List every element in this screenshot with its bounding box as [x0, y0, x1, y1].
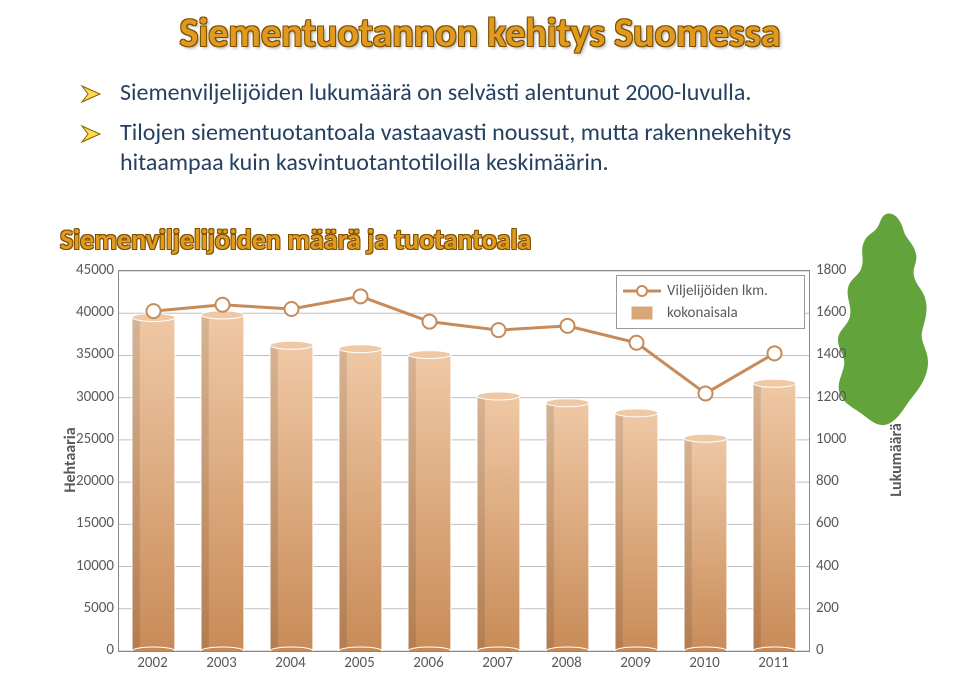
y-tick-left: 5000 [70, 599, 114, 617]
legend-item: kokonaisala [623, 302, 798, 324]
legend-label: Viljelijöiden lkm. [667, 282, 768, 300]
x-tick: 2003 [206, 654, 236, 672]
line-marker [216, 298, 230, 312]
legend-label: kokonaisala [667, 304, 738, 322]
y-tick-left: 20000 [70, 472, 114, 490]
y-tick-right: 800 [816, 472, 860, 490]
line-marker [285, 302, 299, 316]
bullet-item: Siemenviljelijöiden lukumäärä on selväst… [80, 78, 840, 108]
bar [201, 311, 244, 651]
x-tick: 2008 [551, 654, 581, 672]
y-tick-right: 1200 [816, 388, 860, 406]
y-tick-left: 40000 [70, 303, 114, 321]
x-tick: 2002 [137, 654, 167, 672]
legend-swatch-bar [623, 305, 661, 321]
y-tick-right: 600 [816, 514, 860, 532]
bullet-text: Tilojen siementuotantoala vastaavasti no… [120, 118, 840, 178]
bullet-item: Tilojen siementuotantoala vastaavasti no… [80, 118, 840, 178]
y-tick-right: 200 [816, 599, 860, 617]
y-tick-right: 0 [816, 641, 860, 659]
y-tick-right: 1800 [816, 261, 860, 279]
bar [684, 434, 727, 651]
x-tick: 2009 [620, 654, 650, 672]
y-tick-left: 0 [70, 641, 114, 659]
legend: Viljelijöiden lkm. kokonaisala [616, 275, 805, 329]
x-tick: 2011 [758, 654, 788, 672]
x-tick: 2005 [344, 654, 374, 672]
x-tick: 2007 [482, 654, 512, 672]
y-tick-right: 400 [816, 557, 860, 575]
y-axis-right-title: Lukumäärä [887, 423, 906, 496]
line-marker [492, 323, 506, 337]
bullet-list: Siemenviljelijöiden lukumäärä on selväst… [80, 78, 840, 188]
bar [132, 313, 175, 651]
legend-item: Viljelijöiden lkm. [623, 280, 798, 302]
x-tick: 2006 [413, 654, 443, 672]
plot-area: Viljelijöiden lkm. kokonaisala [118, 270, 810, 652]
x-tick: 2004 [275, 654, 305, 672]
arrow-icon [80, 124, 106, 144]
bar [339, 345, 382, 651]
bar [477, 392, 520, 651]
chart-subtitle: Siemenviljelijöiden määrä ja tuotantoala [60, 222, 531, 257]
arrow-icon [80, 84, 106, 104]
y-tick-left: 30000 [70, 388, 114, 406]
bar [615, 409, 658, 651]
bar [270, 341, 313, 651]
line-marker [561, 319, 575, 333]
chart: Hehtaaria Lukumäärä Viljelijöiden lkm. k… [30, 270, 840, 680]
x-tick: 2010 [689, 654, 719, 672]
line-marker [423, 315, 437, 329]
line-marker [768, 346, 782, 360]
bar [753, 379, 796, 651]
slide-title: Siementuotannon kehitys Suomessa [0, 8, 960, 57]
line-marker [699, 386, 713, 400]
y-tick-right: 1000 [816, 430, 860, 448]
bar [546, 399, 589, 651]
y-tick-left: 45000 [70, 261, 114, 279]
y-tick-right: 1400 [816, 345, 860, 363]
y-tick-left: 35000 [70, 345, 114, 363]
bar [408, 351, 451, 651]
bullet-text: Siemenviljelijöiden lukumäärä on selväst… [120, 78, 751, 108]
y-tick-left: 10000 [70, 557, 114, 575]
line-marker [147, 304, 161, 318]
legend-swatch-line [623, 283, 661, 299]
line-marker [630, 336, 644, 350]
y-tick-right: 1600 [816, 303, 860, 321]
line-marker [354, 289, 368, 303]
y-tick-left: 15000 [70, 514, 114, 532]
y-tick-left: 25000 [70, 430, 114, 448]
